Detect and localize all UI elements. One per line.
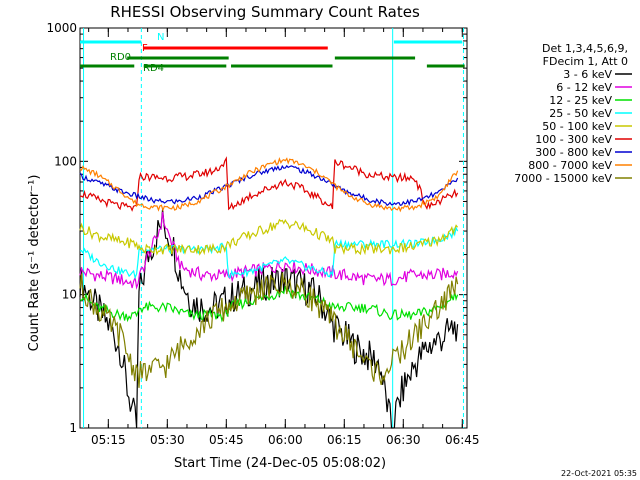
- series-line: [79, 209, 459, 429]
- x-tick-label: 06:45: [445, 433, 480, 447]
- legend-header: Det 1,3,4,5,6,9,: [542, 42, 628, 55]
- series-line: [79, 285, 459, 323]
- status-bar-label: RD0: [110, 52, 131, 63]
- x-tick-label: 06:15: [327, 433, 362, 447]
- legend-entry: 300 - 800 keV: [535, 146, 612, 159]
- legend: Det 1,3,4,5,6,9,FDecim 1, Att 03 - 6 keV…: [514, 42, 632, 185]
- series-line: [79, 218, 459, 256]
- series-line: [79, 225, 459, 280]
- series-line: [79, 156, 459, 212]
- legend-entry: 25 - 50 keV: [549, 107, 612, 120]
- series-line: [79, 156, 459, 213]
- legend-entry: 100 - 300 keV: [535, 133, 612, 146]
- footer-timestamp: 22-Oct-2021 05:35: [561, 469, 637, 478]
- x-tick-label: 05:30: [150, 433, 185, 447]
- y-tick-label: 1000: [46, 21, 77, 35]
- series-line: [79, 164, 459, 207]
- chart-title: RHESSI Observing Summary Count Rates: [110, 3, 420, 21]
- x-tick-label: 05:45: [209, 433, 244, 447]
- legend-entry: 50 - 100 keV: [542, 120, 612, 133]
- x-tick-label: 06:00: [268, 433, 303, 447]
- legend-header: FDecim 1, Att 0: [543, 55, 628, 68]
- y-axis-title: Count Rate (s⁻¹ detector⁻¹): [27, 175, 42, 352]
- y-axis-title-group: Count Rate (s⁻¹ detector⁻¹): [27, 175, 42, 352]
- y-tick-label: 1: [69, 421, 77, 435]
- plot-area: 1 10 100 1000 05:15 05:30 05:45 06:00 06:15 06:30…: [46, 21, 479, 447]
- y-tick-label: 10: [62, 288, 77, 302]
- x-tick-label: 05:15: [91, 433, 126, 447]
- legend-entry: 800 - 7000 keV: [528, 159, 612, 172]
- x-tick-label: 06:30: [386, 433, 421, 447]
- series-line: [79, 211, 459, 290]
- status-bar-label: RD4: [143, 63, 164, 74]
- legend-entry: 12 - 25 keV: [549, 94, 612, 107]
- legend-entry: 6 - 12 keV: [556, 81, 612, 94]
- legend-entry: 7000 - 15000 keV: [514, 172, 612, 185]
- legend-entry: 3 - 6 keV: [563, 68, 612, 81]
- status-bar-label: F: [142, 43, 148, 54]
- status-bar-label: N: [157, 32, 164, 43]
- y-tick-label: 100: [54, 154, 77, 168]
- series-line: [79, 272, 459, 388]
- x-axis-title: Start Time (24-Dec-05 05:08:02): [174, 456, 386, 471]
